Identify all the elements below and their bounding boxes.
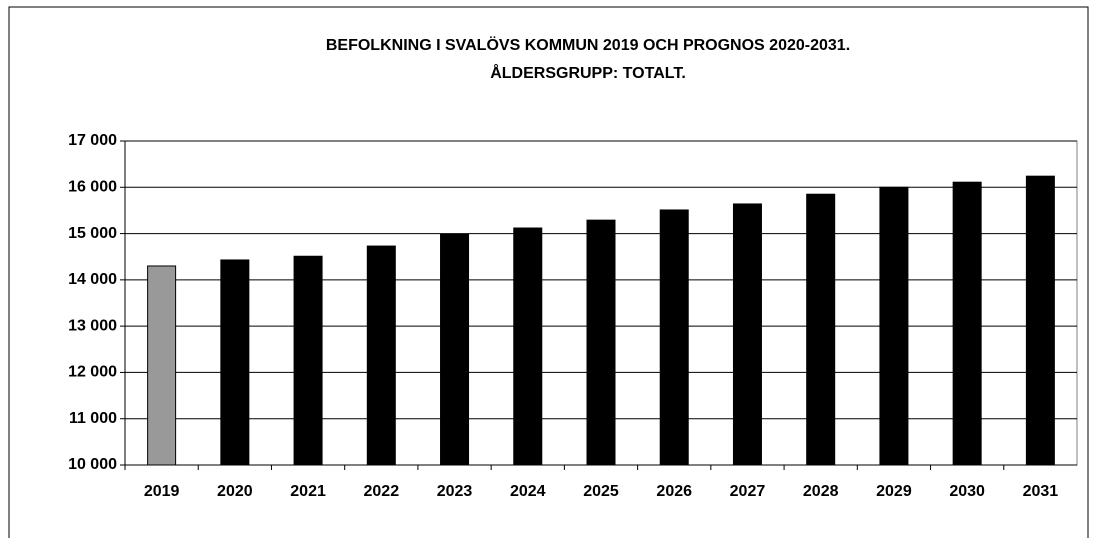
bar [293,255,323,466]
bar [440,233,470,466]
bar [147,265,177,466]
y-tick-label: 10 000 [68,456,117,473]
x-tick-label: 2026 [656,483,692,500]
x-tick-label: 2020 [217,483,253,500]
y-tick-label: 12 000 [68,364,117,381]
frame [8,6,1089,538]
y-tick-label: 16 000 [68,179,117,196]
chart-title: ÅLDERSGRUPP: TOTALT. [490,63,686,82]
bar [732,203,762,466]
bar [513,227,543,466]
x-tick-label: 2028 [803,483,839,500]
bar [879,186,909,466]
bar [806,193,836,466]
chart-title: BEFOLKNING I SVALÖVS KOMMUN 2019 OCH PRO… [326,35,850,54]
x-tick-label: 2021 [290,483,326,500]
x-tick-label: 2025 [583,483,619,500]
y-tick-label: 11 000 [69,410,117,427]
bar [586,219,616,466]
bar [1025,175,1055,466]
y-tick-label: 13 000 [68,317,117,334]
y-tick-label: 14 000 [68,271,117,288]
x-tick-label: 2031 [1023,483,1059,500]
x-tick-label: 2023 [437,483,473,500]
bar [952,181,982,466]
bar [220,259,250,466]
x-tick-label: 2029 [876,483,912,500]
bar [366,245,396,466]
y-tick-label: 17 000 [68,132,117,149]
x-tick-label: 2024 [510,483,546,500]
x-tick-label: 2027 [730,483,766,500]
y-tick-label: 15 000 [68,225,117,242]
x-tick-label: 2022 [364,483,400,500]
x-tick-label: 2030 [949,483,985,500]
x-tick-label: 2019 [144,483,180,500]
bar [659,209,689,466]
